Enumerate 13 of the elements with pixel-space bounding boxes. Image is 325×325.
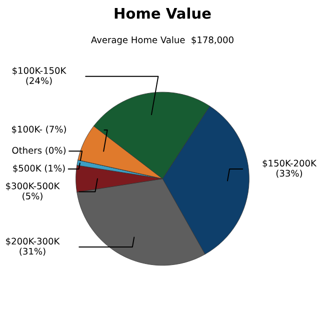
data-label: (33%) (276, 170, 302, 178)
data-label: (5%) (22, 192, 42, 200)
slice-label: $300K-500K (6, 182, 60, 191)
slice-label: $100K- (7%) (12, 126, 66, 134)
chart-title: Home Value (114, 8, 211, 19)
data-label: (24%) (26, 77, 52, 86)
slice-label: $100K-150K (12, 66, 66, 76)
slice-label: $500K (1%) (13, 164, 65, 173)
legend-label: Others (0%) (12, 146, 66, 155)
slice-label: $150K-200K (262, 160, 317, 168)
slice-label: $200K-300K (6, 238, 60, 246)
data-label: (31%) (20, 248, 46, 256)
chart-subtitle: Average Home Value $178,000 (91, 36, 234, 45)
